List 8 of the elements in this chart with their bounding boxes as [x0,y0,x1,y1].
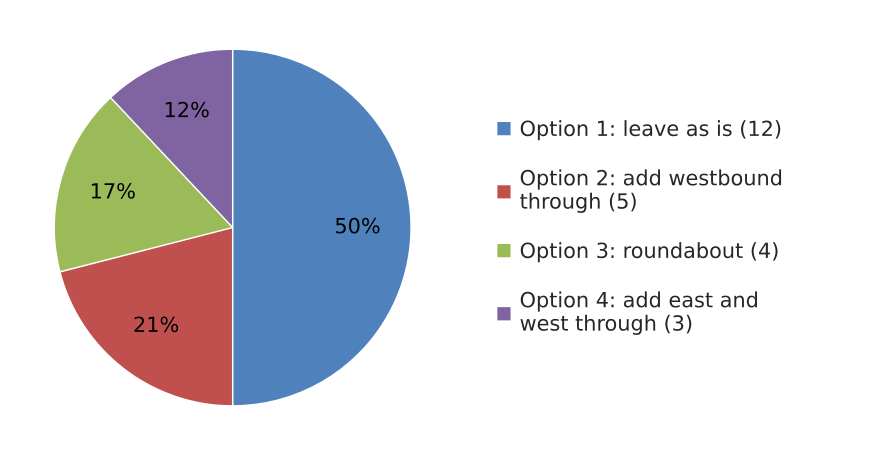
data-label: 50% [336,218,380,234]
legend-label: Option 3: roundabout (4) [520,242,778,262]
legend-label: Option 1: leave as is (12) [520,120,780,140]
data-label: 21% [134,316,178,332]
legend-label: Option 4: add east and west through (3) [520,291,757,335]
data-label: 17% [92,182,135,199]
data-label: 12% [166,102,209,118]
legend-label: Option 2: add westbound through (5) [520,169,782,213]
